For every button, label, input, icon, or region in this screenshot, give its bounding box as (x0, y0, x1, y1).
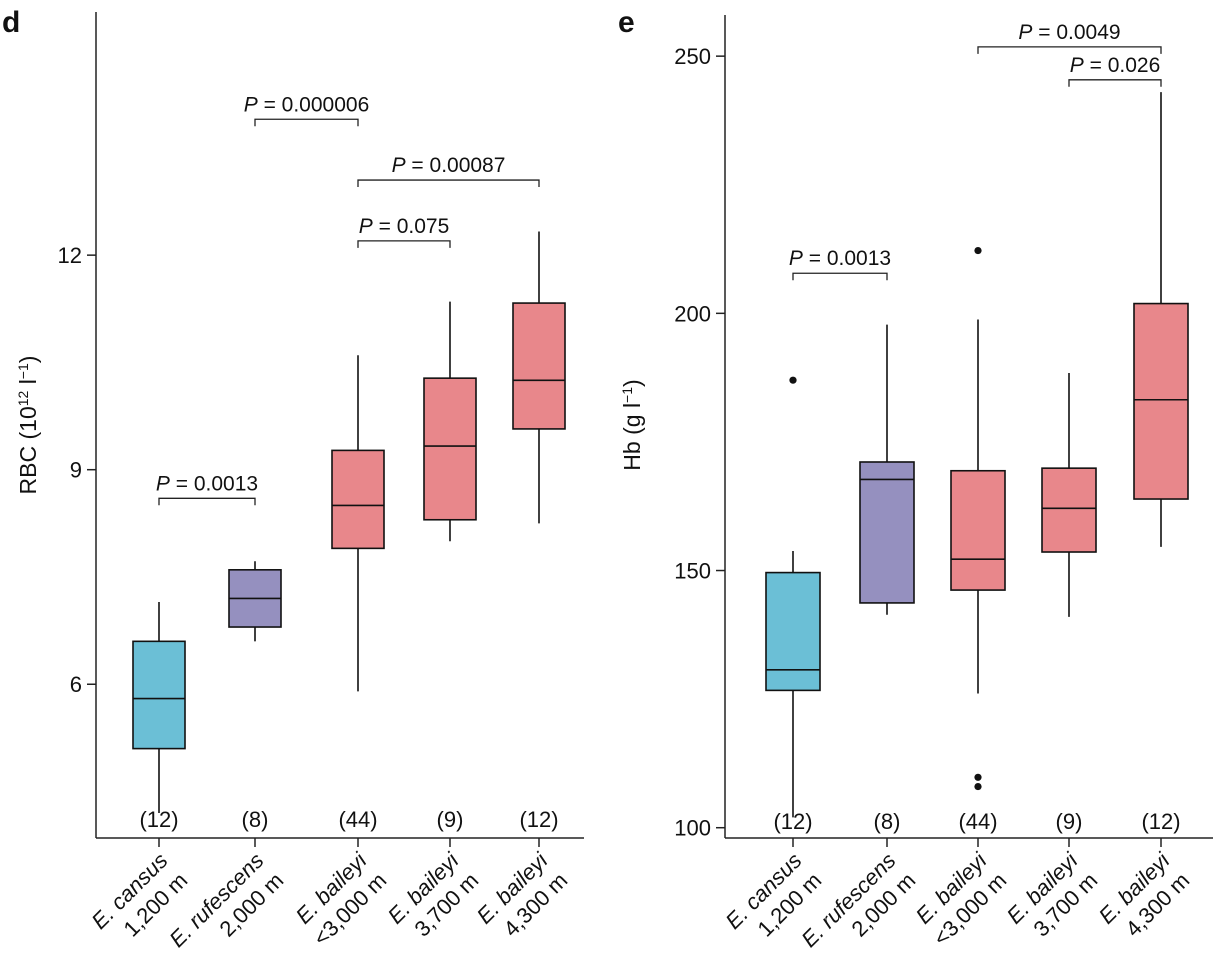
box-iqr (950, 469, 1006, 591)
n-label: (12) (773, 809, 812, 834)
n-label: (9) (1056, 809, 1083, 834)
bracket-line (792, 272, 888, 281)
y-axis-label: Hb (g l−1) (619, 379, 645, 470)
p-value-label: P = 0.0013 (789, 247, 891, 270)
p-value-label: P = 0.026 (1070, 54, 1161, 77)
y-tick-label: 9 (70, 458, 82, 483)
p-value-label: P = 0.00087 (392, 154, 506, 177)
box-iqr (423, 377, 477, 521)
category-label: E. baileyi<3,000 m (291, 847, 392, 951)
outlier-point (789, 376, 797, 384)
category-label: E. baileyi<3,000 m (911, 847, 1012, 951)
box-iqr (1041, 467, 1097, 553)
box-group (1133, 92, 1189, 547)
n-label: (44) (958, 809, 997, 834)
box-group (950, 246, 1006, 791)
box-iqr (331, 449, 385, 550)
box-iqr (132, 640, 186, 750)
box-group (331, 355, 385, 692)
bracket-line (357, 240, 451, 248)
n-label: (8) (242, 807, 269, 832)
box-iqr (512, 302, 566, 430)
box-iqr (765, 571, 821, 692)
significance-bracket: P = 0.000006 (244, 93, 370, 127)
panel-letter: e (618, 6, 635, 39)
y-tick-label: 200 (674, 301, 711, 326)
y-tick-label: 100 (674, 816, 711, 841)
box-iqr (859, 461, 915, 604)
n-label: (12) (519, 807, 558, 832)
box-group (132, 602, 186, 813)
outlier-point (974, 782, 982, 791)
y-tick-label: 6 (70, 672, 82, 697)
p-value-label: P = 0.0013 (156, 472, 258, 495)
box-group (765, 376, 821, 818)
significance-bracket: P = 0.075 (357, 215, 451, 248)
y-tick-label: 150 (674, 559, 711, 584)
n-label: (8) (874, 809, 901, 834)
box-group (1041, 373, 1097, 617)
n-label: (12) (139, 807, 178, 832)
outlier-point (974, 773, 982, 781)
bracket-line (977, 46, 1162, 54)
y-tick-label: 250 (674, 44, 711, 69)
y-axis-label: RBC (1012 l−1) (15, 356, 41, 495)
significance-bracket: P = 0.00087 (357, 154, 540, 188)
significance-bracket: P = 0.0013 (156, 472, 258, 506)
bracket-line (254, 118, 359, 127)
p-value-label: P = 0.000006 (244, 93, 370, 116)
significance-bracket: P = 0.026 (1068, 54, 1162, 87)
significance-bracket: P = 0.0049 (977, 21, 1162, 54)
n-label: (44) (338, 807, 377, 832)
panel-letter: d (2, 6, 20, 39)
n-label: (12) (1141, 809, 1180, 834)
box-group (859, 324, 915, 615)
box-iqr (1133, 302, 1189, 500)
box-group (423, 301, 477, 542)
box-group (228, 561, 282, 642)
bracket-line (1068, 79, 1162, 87)
bracket-line (357, 179, 540, 188)
n-label: (9) (437, 807, 464, 832)
box-group (512, 231, 566, 524)
bracket-line (158, 497, 256, 506)
p-value-label: P = 0.0049 (1018, 21, 1120, 44)
significance-bracket: P = 0.0013 (789, 247, 891, 281)
y-tick-label: 12 (58, 243, 82, 268)
outlier-point (974, 246, 982, 255)
p-value-label: P = 0.075 (359, 215, 450, 238)
